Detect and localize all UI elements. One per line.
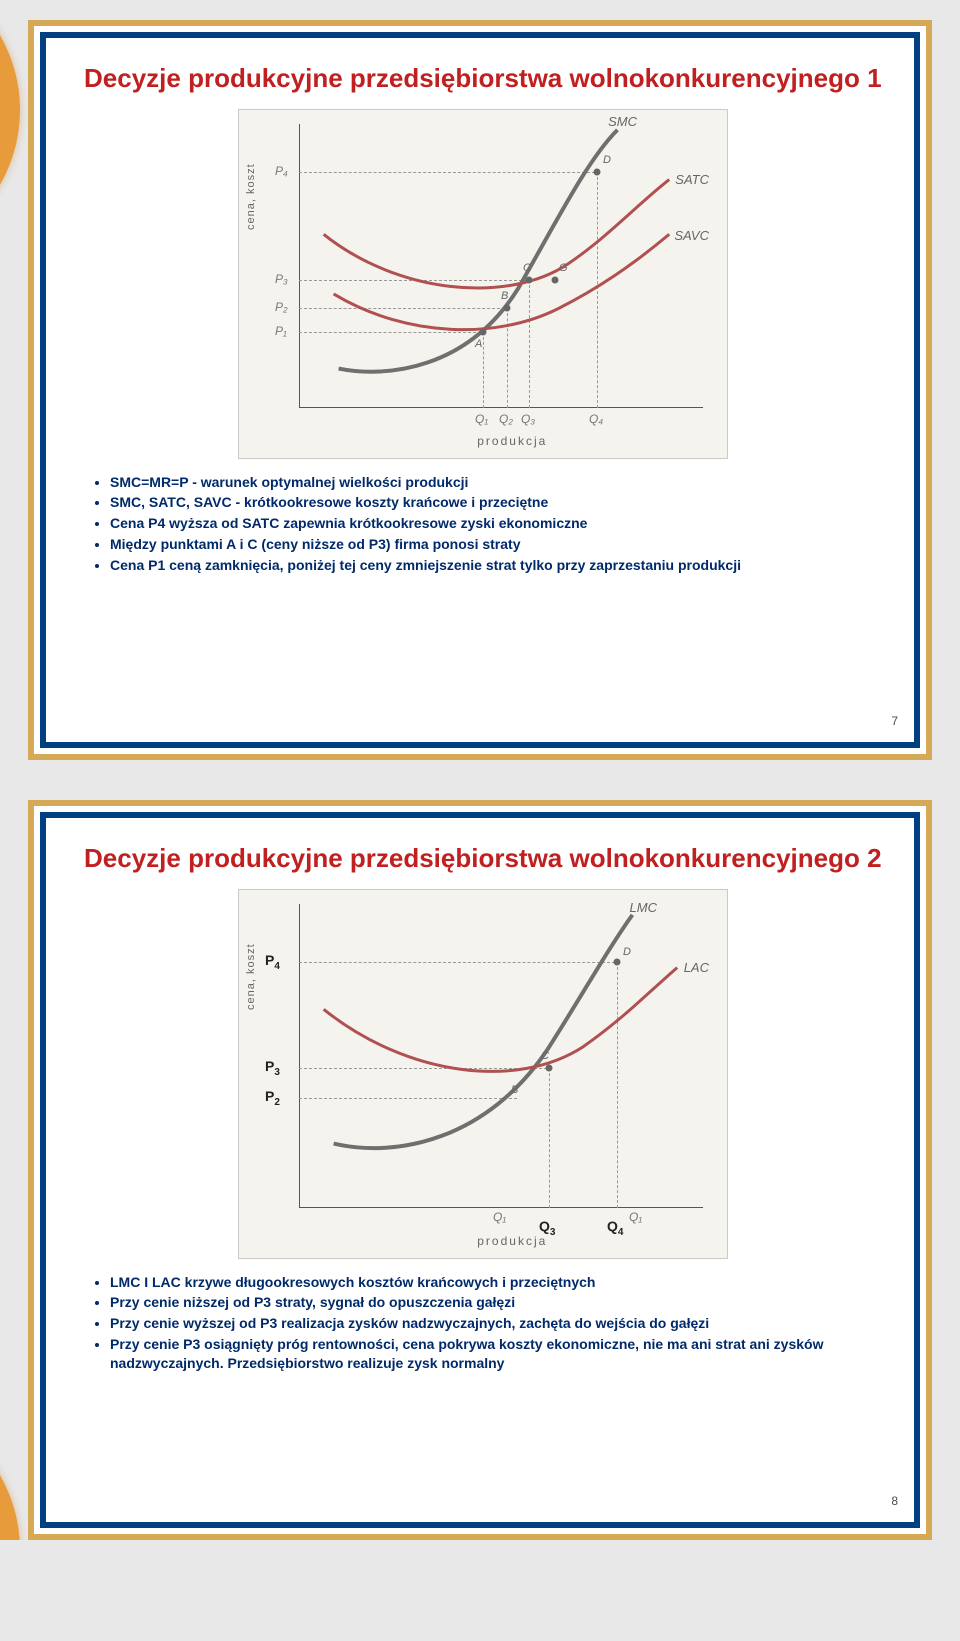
annot-p4: P4 [265,952,280,972]
label-g: G [559,262,568,274]
page-number: 7 [891,714,898,728]
slide-title: Decyzje produkcyjne przedsiębiorstwa wol… [84,842,882,875]
annot-p2: P2 [265,1088,280,1108]
tick-q3: Q₃ [521,412,535,426]
tick-q-faint2: Q₁ [629,1210,642,1224]
chart-2: cena, koszt produkcja P4 P3 P2 Q3 Q4 Q₁ [238,889,728,1259]
label-d: D [603,154,611,166]
tick-p4: P₄ [275,164,288,178]
label-b: B [501,290,508,302]
dash-q4 [617,962,618,1208]
dash-p2 [299,308,505,309]
axis-y-label: cena, koszt [245,163,257,230]
axis-x [299,407,703,408]
curve-savc [334,234,670,329]
dash-q3 [549,1068,550,1208]
dash-q1 [483,332,484,408]
tick-q4: Q₄ [589,412,603,426]
point-d [614,958,621,965]
dash-p3 [299,280,527,281]
dash-p2 [299,1098,517,1099]
point-b [504,304,511,311]
dash-q3 [529,280,530,408]
bullet-item: Przy cenie P3 osiągnięty próg rentownośc… [110,1335,882,1373]
bullet-list: LMC I LAC krzywe długookresowych kosztów… [84,1273,882,1373]
label-a: A [475,338,482,350]
page-number: 8 [891,1494,898,1508]
chart-1: cena, koszt produkcja P₄ [238,109,728,459]
point-d [594,168,601,175]
tick-p2: P₂ [275,300,288,314]
point-g [552,276,559,283]
tick-q-faint1: Q₁ [493,1210,506,1224]
dash-q2 [507,308,508,408]
bullet-item: Między punktami A i C (ceny niższe od P3… [110,535,882,554]
tick-q1: Q₁ [475,412,488,426]
curve-smc [339,129,618,371]
slide-1: Decyzje produkcyjne przedsiębiorstwa wol… [0,0,960,780]
dash-q4 [597,172,598,408]
point-c [546,1064,553,1071]
label-savc: SAVC [674,228,709,243]
tick-p3: P₃ [275,272,288,286]
annot-q3: Q3 [539,1218,555,1238]
slide-title: Decyzje produkcyjne przedsiębiorstwa wol… [84,62,882,95]
bullet-item: SMC=MR=P - warunek optymalnej wielkości … [110,473,882,492]
bullet-list: SMC=MR=P - warunek optymalnej wielkości … [84,473,882,575]
slide-card: Decyzje produkcyjne przedsiębiorstwa wol… [28,20,932,760]
label-c: C [541,1050,549,1062]
point-c [526,276,533,283]
annot-p3: P3 [265,1058,280,1078]
bullet-item: Przy cenie wyższej od P3 realizacja zysk… [110,1314,882,1333]
bullet-item: Cena P1 ceną zamknięcia, poniżej tej cen… [110,556,882,575]
chart-curves [239,890,727,1258]
label-d: D [623,946,631,958]
label-lmc: LMC [630,900,657,915]
dash-p4 [299,962,615,963]
axis-y-label: cena, koszt [245,943,257,1010]
curve-lmc [334,914,633,1147]
dash-p1 [299,332,481,333]
tick-p1: P₁ [275,324,287,338]
bullet-item: Przy cenie niższej od P3 straty, sygnał … [110,1293,882,1312]
axis-x-label: produkcja [477,1234,547,1248]
curve-satc [324,179,670,287]
annot-q4: Q4 [607,1218,623,1238]
slide-card: Decyzje produkcyjne przedsiębiorstwa wol… [28,800,932,1540]
bullet-item: LMC I LAC krzywe długookresowych kosztów… [110,1273,882,1292]
slide-2: Decyzje produkcyjne przedsiębiorstwa wol… [0,780,960,1560]
label-smc: SMC [608,114,637,129]
axis-x [299,1207,703,1208]
label-c: C [523,262,531,274]
label-lac: LAC [684,960,709,975]
point-a [480,328,487,335]
axis-y [299,904,300,1208]
curve-lac [324,967,678,1071]
dash-p4 [299,172,595,173]
axis-y [299,124,300,408]
bullet-item: SMC, SATC, SAVC - krótkookresowe koszty … [110,493,882,512]
bullet-item: Cena P4 wyższa od SATC zapewnia krótkook… [110,514,882,533]
label-b: B [511,1084,518,1096]
tick-q2: Q₂ [499,412,513,426]
axis-x-label: produkcja [477,434,547,448]
label-satc: SATC [675,172,709,187]
dash-p3 [299,1068,547,1069]
